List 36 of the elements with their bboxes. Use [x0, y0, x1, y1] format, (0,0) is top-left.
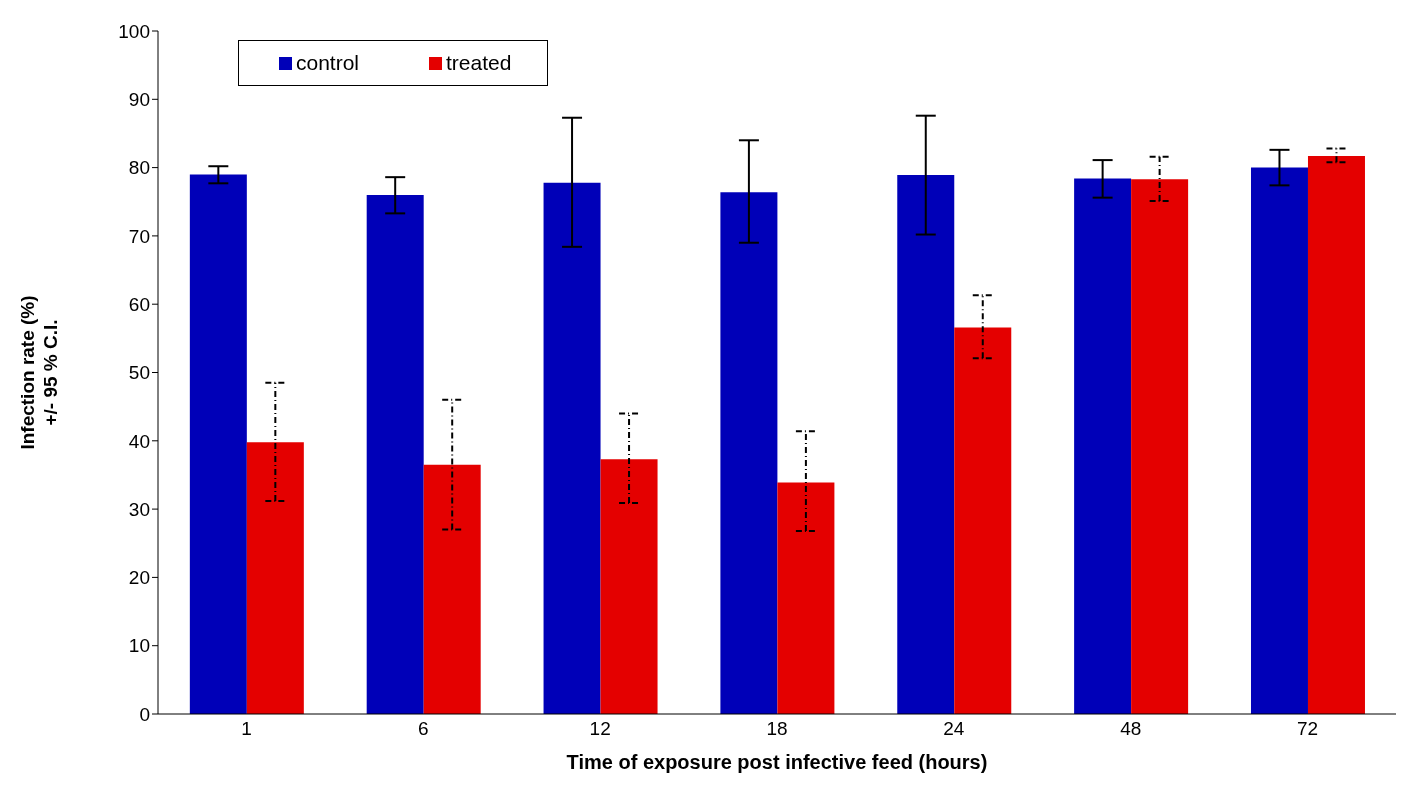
bar [1307, 155, 1365, 714]
y-tick-label: 100 [118, 20, 150, 42]
y-tick-label: 20 [128, 567, 150, 589]
y-tick-label: 70 [128, 225, 150, 247]
y-axis-title: Infection rate (%) +/- 95 % C.I. [17, 295, 61, 450]
bar [1131, 179, 1189, 714]
bar [720, 192, 778, 714]
y-tick-label: 40 [128, 430, 150, 452]
bar [777, 482, 835, 714]
bar [897, 175, 955, 714]
bar [366, 194, 424, 714]
x-tick-label: 6 [418, 718, 429, 740]
x-tick-label: 18 [766, 718, 788, 740]
legend-label: treated [445, 51, 512, 75]
x-tick-label: 24 [943, 718, 965, 740]
x-tick-label: 12 [589, 718, 611, 740]
y-tick-label: 60 [128, 293, 150, 315]
bar [246, 442, 304, 714]
y-tick-label: 50 [128, 362, 150, 384]
bar [1250, 167, 1308, 714]
x-axis-title: Time of exposure post infective feed (hours) [566, 751, 988, 773]
x-tick-label: 48 [1120, 718, 1142, 740]
y-tick-label: 90 [128, 89, 150, 111]
y-tick-label: 0 [139, 703, 150, 725]
bar [189, 174, 247, 714]
x-tick-label: 72 [1297, 718, 1319, 740]
y-tick-label: 30 [128, 498, 150, 520]
bar [1074, 178, 1132, 714]
y-tick-label: 10 [128, 635, 150, 657]
y-tick-label: 80 [128, 157, 150, 179]
bar [423, 464, 481, 714]
bar [954, 327, 1012, 714]
bar [600, 459, 658, 714]
bar [543, 182, 601, 714]
legend-label: control [295, 51, 360, 75]
x-tick-label: 1 [241, 718, 252, 740]
